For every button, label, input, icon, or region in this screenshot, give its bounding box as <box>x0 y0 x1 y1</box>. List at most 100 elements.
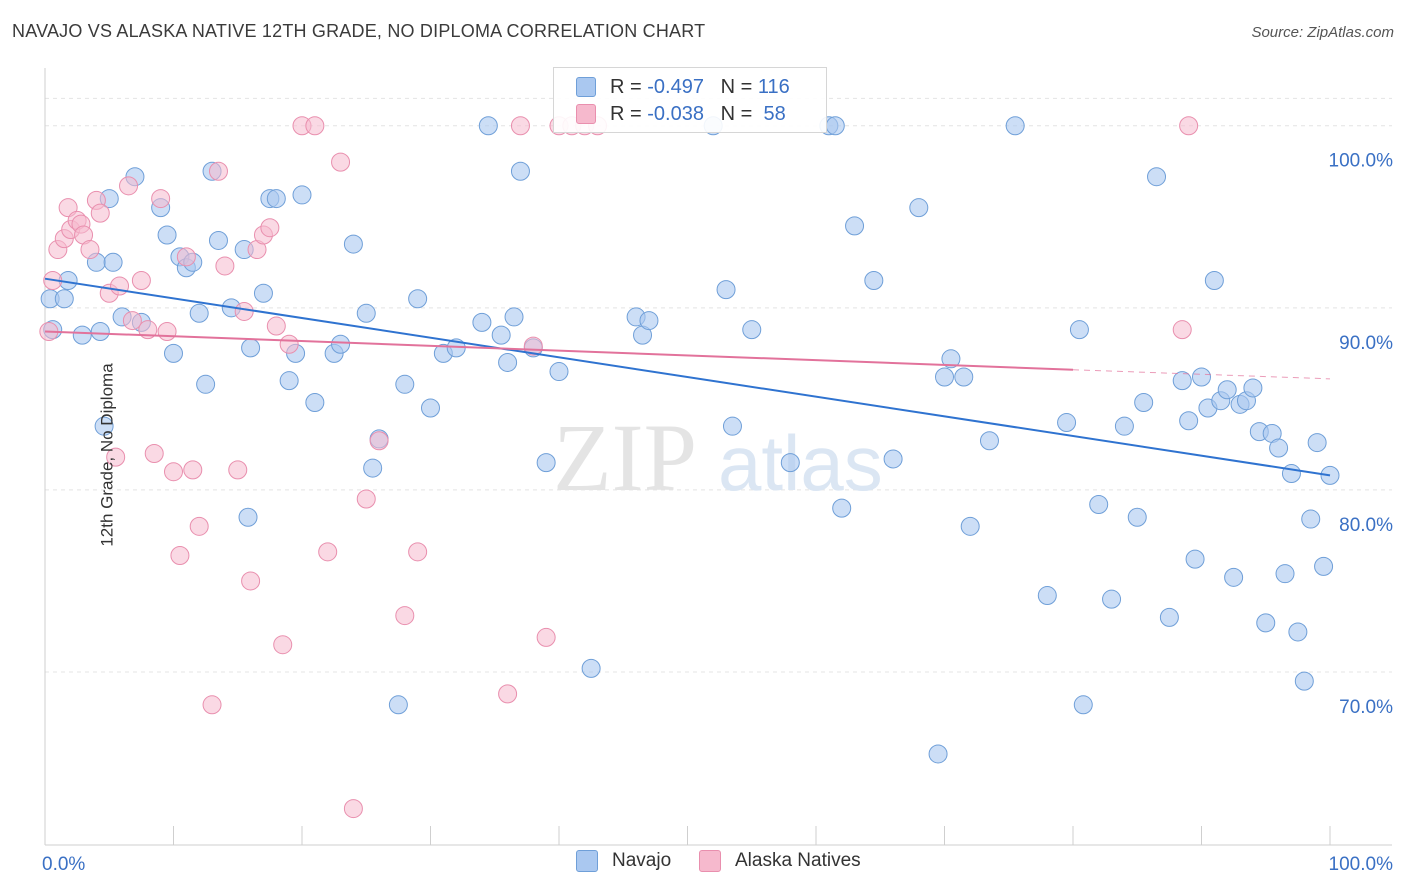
alaska-point <box>1172 320 1192 340</box>
navajo-point <box>1314 556 1334 576</box>
legend-item-navajo[interactable]: Navajo <box>576 850 671 872</box>
navajo-point <box>356 303 376 323</box>
watermark-atlas: atlas <box>718 419 883 507</box>
navajo-point <box>1134 393 1154 413</box>
navajo-point <box>498 352 518 372</box>
alaska-point <box>122 311 142 331</box>
alaska-point <box>170 545 190 565</box>
alaska-points <box>39 116 1199 819</box>
navajo-point <box>395 374 415 394</box>
stats-row-alaska: R = -0.038 N = 58 <box>576 101 786 127</box>
legend-label-navajo: Navajo <box>612 850 672 871</box>
navajo-point <box>1073 695 1093 715</box>
alaska-point <box>273 635 293 655</box>
navajo-point <box>54 289 74 309</box>
stats-legend: R = -0.497 N = 116 R = -0.038 N = 58 <box>553 67 827 133</box>
navajo-point <box>238 507 258 527</box>
navajo-point <box>1204 271 1224 291</box>
navajo-point <box>103 252 123 272</box>
navajo-point <box>1159 607 1179 627</box>
navajo-point <box>1301 509 1321 529</box>
navajo-point <box>780 453 800 473</box>
navajo-point <box>1102 589 1122 609</box>
navajo-swatch <box>576 77 596 97</box>
navajo-point <box>472 312 492 332</box>
alaska-point <box>183 460 203 480</box>
navajo-trend-line <box>44 277 1331 477</box>
alaska-point <box>234 301 254 321</box>
navajo-point <box>164 343 183 363</box>
navajo-point <box>363 458 383 478</box>
navajo-point <box>722 416 742 436</box>
navajo-point <box>292 185 312 205</box>
alaska-swatch <box>576 104 596 124</box>
navajo-point <box>1037 586 1057 606</box>
alaska-point <box>241 571 261 591</box>
r-label: R = <box>610 75 642 98</box>
alaska-point <box>80 240 100 260</box>
alaska-point <box>510 116 530 136</box>
navajo-point <box>716 280 736 300</box>
navajo-point <box>331 334 351 354</box>
navajo-point <box>90 321 110 341</box>
alaska-point <box>498 684 518 704</box>
navajo-point <box>1275 564 1295 584</box>
y-tick-label: 100.0% <box>1329 151 1394 172</box>
alaska-point <box>266 316 286 336</box>
navajo-point <box>639 311 659 331</box>
navajo-point <box>979 431 999 451</box>
navajo-point <box>196 374 216 394</box>
alaska-point <box>106 447 126 467</box>
navajo-point <box>581 658 601 678</box>
legend-item-alaska-natives[interactable]: Alaska Natives <box>699 850 861 872</box>
navajo-point <box>825 116 845 136</box>
navajo-point <box>157 225 177 245</box>
alaska-legend-swatch <box>699 850 721 872</box>
alaska-point <box>305 116 325 136</box>
axes <box>44 68 1392 846</box>
trend-lines <box>44 277 1331 477</box>
navajo-point <box>928 744 948 764</box>
n-value: 116 <box>757 75 790 98</box>
navajo-point <box>883 449 903 469</box>
alaska-point <box>215 256 235 276</box>
navajo-point <box>1005 116 1025 136</box>
navajo-point <box>388 695 408 715</box>
navajo-point <box>1057 413 1077 433</box>
navajo-point <box>845 216 865 236</box>
navajo-point <box>1307 433 1327 453</box>
navajo-point <box>408 289 428 309</box>
navajo-legend-swatch <box>576 850 598 872</box>
navajo-point <box>1069 320 1089 340</box>
alaska-trend-line <box>44 330 1074 371</box>
navajo-point <box>1089 494 1109 514</box>
navajo-point <box>1127 507 1147 527</box>
navajo-point <box>1217 380 1237 400</box>
alaska-point <box>331 152 351 172</box>
navajo-point <box>536 453 556 473</box>
navajo-point <box>864 271 884 291</box>
navajo-point <box>510 161 530 181</box>
x-tick-label-max: 100.0% <box>1329 854 1394 875</box>
alaska-point <box>369 431 389 451</box>
navajo-point <box>935 367 954 387</box>
navajo-point <box>1224 567 1244 587</box>
y-axis-label: 12th Grade, No Diploma <box>97 363 117 547</box>
navajo-point <box>421 398 440 418</box>
alaska-point <box>157 321 177 341</box>
n-label: N = <box>720 75 753 98</box>
y-tick-label: 70.0% <box>1339 697 1393 718</box>
navajo-point <box>478 116 498 136</box>
navajo-point <box>1147 167 1167 187</box>
alaska-point <box>189 516 209 536</box>
r-value: -0.038 <box>647 102 704 125</box>
alaska-point <box>202 695 222 715</box>
alaska-point <box>110 276 130 296</box>
navajo-point <box>1256 613 1276 633</box>
navajo-point <box>1281 464 1301 484</box>
navajo-point <box>1192 367 1211 387</box>
alaska-point <box>408 542 428 562</box>
navajo-point <box>954 367 974 387</box>
navajo-point <box>504 307 524 327</box>
